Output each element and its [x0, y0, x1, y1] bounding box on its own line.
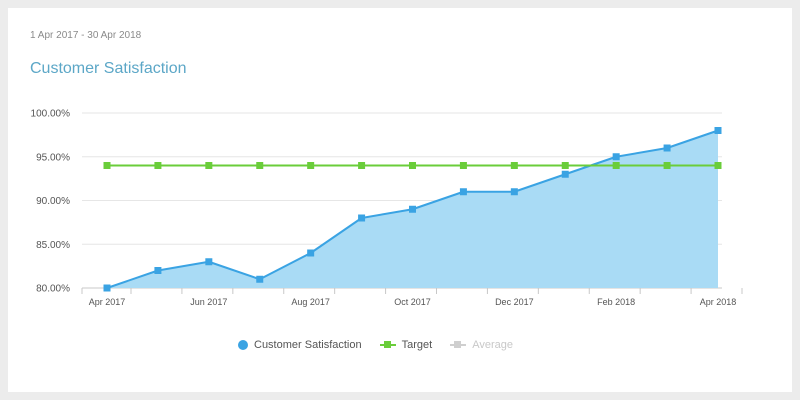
- legend-item-average[interactable]: Average: [450, 339, 513, 351]
- y-axis-ticks: 80.00% 85.00% 90.00% 95.00% 100.00%: [31, 109, 71, 295]
- satisfaction-point: [205, 258, 213, 266]
- line-area-chart: 80.00% 85.00% 90.00% 95.00% 100.00% Apr 2017…: [31, 109, 743, 307]
- target-point: [256, 162, 264, 169]
- date-range: 1 Apr 2017 - 30 Apr 2018: [30, 30, 142, 41]
- target-point: [409, 162, 416, 169]
- target-point: [561, 162, 569, 169]
- series-markers: [103, 127, 722, 292]
- y-tick-label: 95.00%: [36, 152, 70, 163]
- chart-title: Customer Satisfaction: [30, 60, 187, 77]
- satisfaction-point: [459, 188, 467, 196]
- y-tick-label: 90.00%: [36, 196, 70, 207]
- axes: [81, 287, 743, 294]
- y-tick-label: 80.00%: [36, 284, 70, 295]
- x-tick-label: Dec 2017: [495, 297, 534, 307]
- legend: Customer Satisfaction Target Average: [238, 338, 531, 352]
- target-point: [663, 162, 671, 169]
- target-point: [205, 162, 213, 169]
- target-point: [714, 162, 722, 169]
- target-point: [459, 162, 467, 169]
- target-point: [103, 162, 111, 169]
- y-tick-label: 100.00%: [31, 109, 71, 120]
- chart-card: 1 Apr 2017 - 30 Apr 2018 Customer Satisf…: [8, 8, 792, 392]
- satisfaction-point: [256, 275, 264, 283]
- circle-icon: [238, 340, 248, 350]
- x-tick-label: Feb 2018: [597, 297, 635, 307]
- target-point: [612, 162, 620, 169]
- target-point: [358, 162, 366, 169]
- x-tick-label: Aug 2017: [291, 297, 330, 307]
- target-point: [510, 162, 518, 169]
- y-tick-label: 85.00%: [36, 240, 70, 251]
- legend-item-customer-satisfaction[interactable]: Customer Satisfaction: [238, 339, 362, 351]
- satisfaction-point: [154, 267, 162, 274]
- satisfaction-point: [510, 188, 518, 196]
- target-point: [307, 162, 315, 169]
- satisfaction-point: [103, 284, 111, 292]
- satisfaction-point: [663, 144, 671, 152]
- legend-label: Target: [401, 339, 433, 351]
- legend-label: Average: [472, 339, 513, 351]
- x-axis-ticks: Apr 2017 Jun 2017 Aug 2017 Oct 2017 Dec 2017…: [89, 297, 737, 307]
- x-tick-label: Jun 2017: [190, 297, 227, 307]
- line-marker-icon: [379, 341, 396, 348]
- satisfaction-point: [307, 249, 315, 257]
- satisfaction-point: [409, 205, 416, 213]
- line-marker-icon: [450, 341, 467, 348]
- x-tick-label: Oct 2017: [394, 297, 431, 307]
- x-tick-label: Apr 2017: [89, 297, 126, 307]
- satisfaction-point: [714, 127, 722, 134]
- legend-label: Customer Satisfaction: [254, 339, 362, 351]
- x-tick-label: Apr 2018: [700, 297, 737, 307]
- satisfaction-point: [561, 170, 569, 178]
- satisfaction-point: [358, 214, 366, 222]
- satisfaction-point: [612, 153, 620, 161]
- target-point: [154, 162, 162, 169]
- legend-item-target[interactable]: Target: [379, 339, 433, 351]
